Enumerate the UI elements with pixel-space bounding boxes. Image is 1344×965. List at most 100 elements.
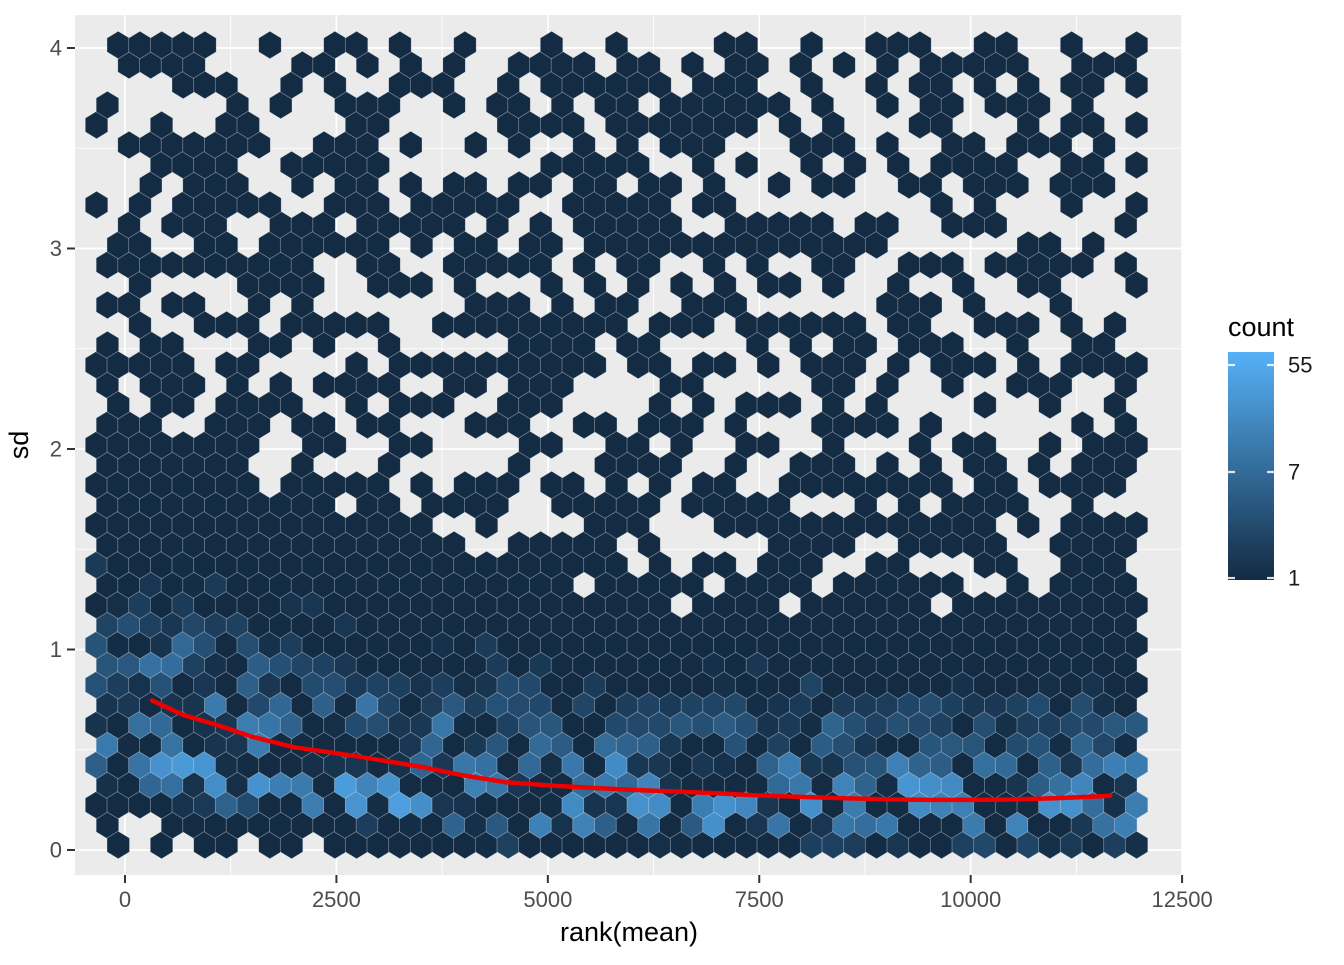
hex-cell <box>106 390 130 420</box>
hex-cell <box>453 30 477 60</box>
hex-cell <box>84 190 109 220</box>
hex-cell <box>1124 110 1149 140</box>
hex-cell <box>1124 70 1149 100</box>
hex-cell <box>951 270 975 300</box>
hex-cell <box>1016 310 1040 340</box>
hex-cell <box>626 150 650 180</box>
hex-cell <box>886 150 910 180</box>
hex-cell <box>1016 350 1040 380</box>
hex-cell <box>1016 510 1040 540</box>
hex-cell <box>366 190 390 220</box>
y-axis: 0 1 2 3 4 <box>50 36 75 863</box>
hex-cell <box>1124 750 1149 780</box>
hex-cell <box>973 430 997 460</box>
hex-cell <box>539 30 564 60</box>
hex-cell <box>561 470 585 500</box>
hex-cell <box>799 30 824 60</box>
hex-cell <box>279 390 304 420</box>
hex-cell <box>799 70 824 100</box>
hex-cell <box>1124 430 1149 460</box>
hex-cell <box>1016 70 1040 100</box>
hex-cell <box>583 350 607 380</box>
hex-cell <box>1124 350 1149 380</box>
y-tick-label: 2 <box>50 437 62 462</box>
hex-cell <box>843 310 867 340</box>
x-tick-label: 0 <box>119 887 131 912</box>
hex-cell <box>1059 310 1084 340</box>
hex-cell <box>409 270 434 300</box>
hex-cell <box>713 350 737 380</box>
hex-cell <box>604 550 629 580</box>
hex-cell <box>908 30 932 60</box>
hex-cell <box>1124 150 1149 180</box>
hex-cell <box>713 270 737 300</box>
hex-cell <box>106 830 130 860</box>
hex-cell <box>778 390 802 420</box>
hex-cell <box>539 270 564 300</box>
hex-cell <box>994 470 1019 500</box>
x-tick-label: 7500 <box>735 887 784 912</box>
legend-break-label: 1 <box>1288 566 1300 591</box>
hex-cell <box>539 430 564 460</box>
hex-cell <box>539 230 564 260</box>
hex-cell <box>832 50 856 80</box>
hex-cell <box>1081 230 1105 260</box>
legend: count 55 7 1 <box>1228 312 1312 591</box>
hex-cell <box>409 430 434 460</box>
x-tick-label: 12500 <box>1152 887 1213 912</box>
hex-cell <box>1124 270 1149 300</box>
hex-layer <box>84 30 1149 860</box>
hex-cell <box>1124 590 1149 620</box>
hex-cell <box>323 430 347 460</box>
hex-cell <box>994 550 1019 580</box>
hex-cell <box>388 30 412 60</box>
legend-tick-marks <box>1228 363 1274 580</box>
hex-cell <box>756 350 780 380</box>
hex-cell <box>171 350 195 380</box>
legend-labels: 55 7 1 <box>1288 353 1312 591</box>
smooth-line-layer <box>149 698 1113 803</box>
hex-cell <box>1103 310 1127 340</box>
x-axis-title: rank(mean) <box>560 917 698 947</box>
hex-cell <box>1081 110 1105 140</box>
hex-cell <box>464 130 488 160</box>
hex-cell <box>919 290 943 320</box>
hex-cell <box>149 110 174 140</box>
hex-cell <box>1124 510 1149 540</box>
hex-cell <box>1059 30 1084 60</box>
hex-cell <box>843 150 867 180</box>
hex-cell <box>767 170 791 200</box>
y-tick-label: 0 <box>50 838 62 863</box>
hex-cell <box>344 350 369 380</box>
hex-cell <box>236 470 260 500</box>
hex-cell <box>778 270 802 300</box>
hex-cell <box>648 550 672 580</box>
hex-cell <box>929 470 954 500</box>
legend-break-label: 7 <box>1288 460 1300 485</box>
hex-cell <box>399 130 423 160</box>
hex-cell <box>1124 190 1149 220</box>
hex-cell <box>929 190 954 220</box>
hex-cell <box>1124 630 1149 660</box>
hex-cell <box>1038 430 1062 460</box>
hex-cell <box>561 110 585 140</box>
hex-cell <box>973 350 997 380</box>
hex-cell <box>919 410 943 440</box>
x-tick-label: 10000 <box>940 887 1001 912</box>
hex-cell <box>604 30 629 60</box>
hex-cell <box>214 230 239 260</box>
hex-cell <box>734 30 759 60</box>
smooth-line <box>149 698 1113 803</box>
hex-cell <box>95 90 120 120</box>
y-tick-label: 1 <box>50 637 62 662</box>
legend-title: count <box>1228 312 1295 342</box>
hex-cell <box>1124 790 1149 820</box>
legend-break-label: 55 <box>1288 353 1312 378</box>
x-axis: 0 2500 5000 7500 10000 12500 <box>119 875 1213 912</box>
x-tick-label: 5000 <box>523 887 572 912</box>
hex-cell <box>214 70 239 100</box>
hex-cell <box>583 270 607 300</box>
hex-cell <box>875 210 900 240</box>
hex-cell <box>659 170 683 200</box>
